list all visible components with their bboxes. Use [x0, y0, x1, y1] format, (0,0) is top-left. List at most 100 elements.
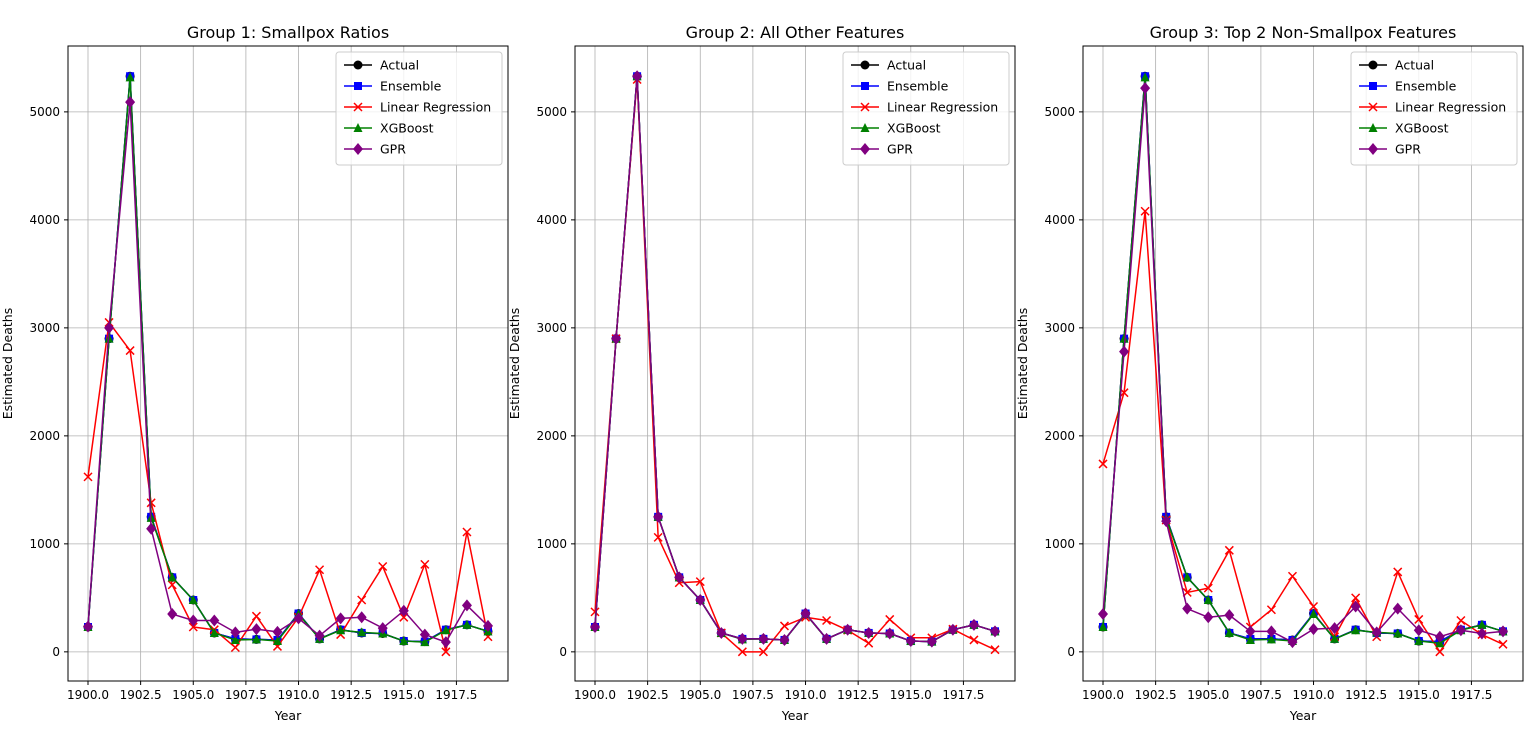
x-tick-label: 1910.0: [1293, 688, 1335, 702]
data-point: [272, 625, 283, 638]
data-point: [1119, 345, 1130, 358]
data-point: [188, 595, 198, 605]
legend-entry: Actual: [344, 58, 419, 73]
series-gpr: [590, 70, 1000, 648]
data-point: [1434, 630, 1445, 643]
y-tick-label: 4000: [1044, 213, 1075, 227]
y-tick-label: 1000: [29, 537, 60, 551]
legend-marker: [1368, 123, 1378, 132]
data-point: [357, 627, 367, 637]
data-point: [653, 532, 663, 542]
series-line: [594, 78, 996, 653]
x-tick-label: 1905.0: [172, 688, 214, 702]
data-point: [314, 629, 325, 642]
data-point: [420, 637, 430, 647]
legend-label: Actual: [1395, 58, 1434, 73]
data-point: [1098, 459, 1108, 469]
data-point: [483, 619, 493, 632]
legend: Actual Ensemble Linear Regression XGBoost GP…: [842, 51, 1010, 166]
legend-marker: [860, 143, 870, 155]
chart-title: Group 3: Top 2 Non-Smallpox Features: [1150, 23, 1457, 42]
data-point: [1414, 636, 1424, 646]
legend-entry: Ensemble: [344, 79, 442, 94]
legend-label: Actual: [380, 58, 419, 73]
legend-marker: [860, 123, 870, 132]
data-point: [779, 633, 790, 646]
data-point: [1203, 611, 1214, 624]
legend-label: Linear Regression: [380, 100, 491, 115]
data-point: [462, 619, 472, 629]
x-tick-label: 1905.0: [679, 688, 721, 702]
data-point: [188, 614, 199, 627]
legend-entry: Linear Regression: [344, 100, 491, 115]
data-point: [1455, 624, 1466, 637]
y-tick-label: 4000: [536, 213, 567, 227]
subplot-2: 1900.0 1902.5 1905.0 1907.5 1910.0 1912.5 1915…: [507, 23, 1016, 723]
data-point: [1477, 619, 1487, 629]
y-tick-label: 2000: [536, 429, 567, 443]
data-point: [1245, 625, 1256, 638]
data-point: [167, 580, 177, 590]
x-tick-label: 1902.5: [627, 688, 669, 702]
data-point: [230, 634, 240, 644]
x-tick-label: 1915.0: [890, 688, 932, 702]
data-point: [1392, 602, 1403, 615]
axes-frame: [1082, 45, 1524, 682]
data-point: [842, 623, 853, 636]
legend-label: GPR: [887, 142, 913, 157]
data-point: [1224, 609, 1235, 622]
legend-label: Linear Regression: [1395, 100, 1506, 115]
data-point: [461, 599, 472, 612]
data-point: [125, 72, 135, 82]
data-point: [230, 642, 240, 653]
legend-label: XGBoost: [887, 121, 941, 136]
data-point: [1161, 515, 1172, 528]
data-point: [632, 70, 643, 83]
subplot-1: 1900.0 1902.5 1905.0 1907.5 1910.0 1912.5 1915…: [0, 23, 509, 723]
x-tick-label: 1917.5: [1450, 688, 1492, 702]
legend-marker: [354, 82, 362, 90]
data-point: [1414, 614, 1424, 624]
data-point: [125, 96, 136, 109]
data-point: [968, 618, 979, 631]
legend-entry: Linear Regression: [851, 100, 998, 115]
legend: Actual Ensemble Linear Regression XGBoost GP…: [335, 51, 503, 166]
legend-entry: Ensemble: [1359, 79, 1457, 94]
data-point: [758, 632, 769, 645]
y-tick-label: 5000: [536, 105, 567, 119]
data-point: [1351, 625, 1361, 635]
data-point: [1371, 626, 1382, 639]
legend-marker: [353, 123, 363, 132]
x-tick-label: 1915.0: [383, 688, 425, 702]
data-point: [1140, 82, 1151, 95]
x-axis-label: Year: [274, 708, 302, 723]
legend-entry: XGBoost: [344, 121, 434, 136]
data-point: [209, 614, 220, 627]
series-gpr: [83, 96, 493, 649]
legend-label: GPR: [380, 142, 406, 157]
data-point: [167, 572, 177, 582]
x-tick-label: 1902.5: [1135, 688, 1177, 702]
y-tick-label: 1000: [1044, 537, 1075, 551]
legend-entry: GPR: [851, 142, 913, 157]
data-point: [1098, 608, 1108, 621]
data-point: [1287, 636, 1298, 649]
legend-entry: Ensemble: [851, 79, 949, 94]
data-point: [695, 577, 705, 587]
legend-entry: XGBoost: [1359, 121, 1449, 136]
data-point: [1266, 625, 1277, 638]
data-point: [1351, 593, 1361, 603]
y-tick-label: 2000: [29, 429, 60, 443]
legend-marker: [860, 60, 870, 70]
data-point: [441, 625, 451, 635]
x-tick-label: 1910.0: [278, 688, 320, 702]
x-axis-label: Year: [781, 708, 809, 723]
x-tick-label: 1907.5: [225, 688, 267, 702]
data-point: [885, 614, 895, 624]
data-point: [864, 638, 874, 648]
x-axis-label: Year: [1289, 708, 1317, 723]
data-point: [1309, 609, 1319, 619]
legend-marker: [353, 60, 363, 70]
data-point: [167, 608, 178, 621]
series-gpr: [1098, 82, 1508, 649]
